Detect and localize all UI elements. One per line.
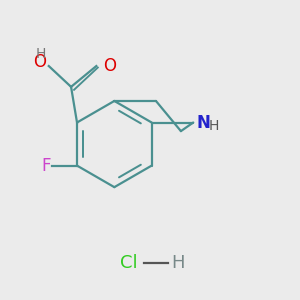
Text: H: H — [209, 119, 219, 133]
Text: N: N — [197, 113, 211, 131]
Text: O: O — [103, 57, 116, 75]
Text: O: O — [33, 52, 46, 70]
Text: F: F — [42, 157, 51, 175]
Text: Cl: Cl — [121, 254, 138, 272]
Text: H: H — [171, 254, 184, 272]
Text: H: H — [36, 46, 46, 61]
